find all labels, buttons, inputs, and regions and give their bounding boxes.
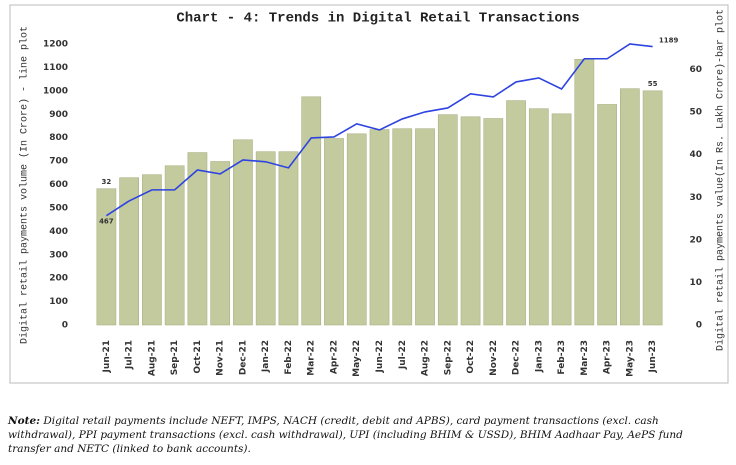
x-tick-label: Mar-22 [307, 340, 317, 376]
bar [415, 128, 435, 326]
note-label: Note: [8, 415, 41, 427]
bar [210, 161, 231, 326]
y-tick-label: 700 [49, 157, 68, 167]
bar [642, 90, 663, 326]
x-tick-label: Dec-22 [512, 340, 522, 375]
x-tick-label: May-22 [352, 340, 362, 377]
x-tick-label: Jun-21 [102, 340, 112, 373]
x-tick-label: Feb-23 [557, 340, 567, 375]
y-tick-label: 200 [49, 274, 68, 284]
x-tick-label: Jul-22 [398, 340, 408, 370]
x-tick-label: Jun-23 [648, 340, 658, 373]
y-tick-label: 300 [49, 250, 68, 260]
x-tick-label: Apr-23 [603, 340, 613, 374]
bar [278, 151, 299, 326]
x-tick-label: Aug-22 [421, 340, 431, 376]
x-tick-label: Mar-23 [580, 340, 590, 376]
bar [369, 129, 390, 326]
y2-tick-label: 30 [689, 193, 702, 203]
y-axis-title: Digital retail payments volume (In Crore… [19, 26, 31, 344]
chart-title: Chart - 4: Trends in Digital Retail Tran… [176, 11, 579, 27]
bar [142, 174, 162, 326]
x-tick-label: Nov-22 [489, 340, 499, 376]
y2-tick-label: 50 [689, 108, 702, 118]
bar [301, 96, 322, 326]
data-label: 1189 [659, 37, 679, 45]
bar [96, 188, 117, 326]
bar [119, 177, 139, 326]
x-tick-label: Sep-21 [170, 340, 180, 375]
bar [528, 108, 549, 326]
bar [597, 104, 617, 326]
y-tick-label: 100 [49, 297, 68, 307]
y-tick-label: 1100 [43, 63, 68, 73]
bar [233, 139, 253, 326]
x-tick-label: Oct-22 [466, 340, 476, 374]
bar [460, 116, 481, 326]
y2-tick-label: 0 [696, 321, 702, 331]
x-tick-label: Jun-22 [375, 340, 385, 373]
y-tick-label: 1200 [43, 40, 68, 50]
y-tick-label: 800 [49, 133, 68, 143]
y2-tick-label: 10 [689, 278, 702, 288]
note-text: Digital retail payments include NEFT, IM… [8, 415, 683, 455]
y-tick-label: 500 [49, 203, 68, 213]
y-tick-label: 0 [62, 321, 68, 331]
bar [346, 133, 367, 326]
bar [392, 128, 413, 326]
x-tick-label: Sep-22 [443, 340, 453, 375]
bar [506, 100, 526, 326]
footnote: Note: Digital retail payments include NE… [8, 414, 728, 456]
x-tick-label: Jan-23 [534, 340, 544, 373]
bar [551, 113, 572, 326]
bar [574, 59, 595, 326]
y2-tick-label: 40 [689, 150, 702, 160]
x-tick-label: Nov-21 [216, 340, 226, 376]
y-tick-label: 1000 [43, 86, 68, 96]
x-tick-label: Feb-22 [284, 340, 294, 375]
x-tick-label: Aug-21 [147, 340, 157, 376]
chart: Chart - 4: Trends in Digital Retail Tran… [9, 4, 729, 384]
x-tick-label: May-23 [625, 340, 635, 377]
x-tick-label: Jan-22 [261, 340, 271, 373]
x-tick-label: Dec-21 [238, 340, 248, 375]
data-label: 32 [102, 178, 112, 186]
x-tick-label: Apr-22 [329, 340, 339, 374]
bar [620, 88, 640, 326]
y2-tick-label: 60 [689, 65, 702, 75]
y-tick-label: 600 [49, 180, 68, 190]
x-tick-label: Jul-21 [125, 340, 135, 370]
bar [483, 118, 504, 326]
chart-frame [9, 4, 729, 384]
data-label: 467 [99, 218, 114, 226]
bar [255, 151, 276, 326]
bar [437, 114, 458, 326]
bar [187, 152, 208, 326]
line [105, 43, 653, 217]
y2-tick-label: 20 [689, 235, 702, 245]
y-tick-label: 900 [49, 110, 68, 120]
bar [324, 138, 344, 326]
data-label: 55 [648, 80, 658, 88]
y-tick-label: 400 [49, 227, 68, 237]
y2-axis-title: Digital retail payments value(In Rs. Lak… [715, 9, 727, 351]
x-tick-label: Oct-21 [193, 340, 203, 374]
bar [164, 165, 185, 326]
